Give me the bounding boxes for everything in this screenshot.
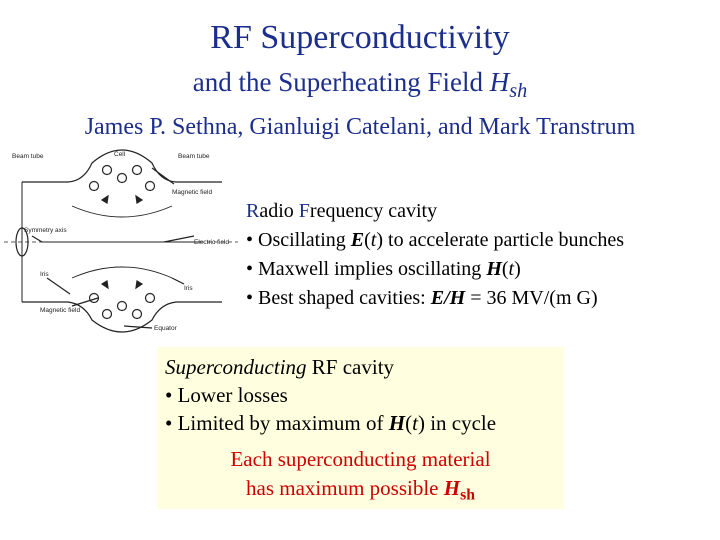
label-beam-tube-left: Beam tube <box>12 153 44 160</box>
label-iris-left: Iris <box>40 271 49 278</box>
subtitle-text: and the Superheating Field <box>192 67 490 97</box>
sc-note-line-1: Each superconducting material <box>230 447 491 471</box>
rf-heading-r-rest: adio <box>259 200 299 222</box>
label-beam-tube-right: Beam tube <box>178 153 210 160</box>
sc-bullet-1: • Lower losses <box>165 383 288 407</box>
label-magnetic-field-bottom: Magnetic field <box>40 307 80 314</box>
rf-heading-f: F <box>298 200 310 222</box>
sc-note-line-2: has maximum possible Hsh <box>246 476 475 504</box>
rf-bullet-1: • Oscillating E(t) to accelerate particl… <box>246 229 624 251</box>
label-iris-right: Iris <box>184 285 193 292</box>
rf-heading-f-rest: requency cavity <box>309 200 438 222</box>
label-electric-field: Electric field <box>194 239 229 246</box>
subtitle-symbol-subscript: sh <box>509 80 528 103</box>
rf-cavity-diagram: Beam tube Cell Beam tube Magnetic field … <box>4 149 238 333</box>
label-cell: Cell <box>114 151 126 158</box>
rf-heading-r: R <box>246 200 260 222</box>
sc-bullet-2: • Limited by maximum of H(t) in cycle <box>165 411 497 435</box>
subtitle-symbol: H <box>489 67 510 97</box>
slide-title: RF Superconductivity <box>210 19 510 56</box>
superconducting-box: Superconducting RF cavity • Lower losses… <box>157 347 564 509</box>
label-symmetry-axis: Symmetry axis <box>24 227 67 234</box>
label-magnetic-field-right: Magnetic field <box>172 189 212 196</box>
rf-bullet-3: • Best shaped cavities: E/H = 36 MV/(m G… <box>246 287 598 309</box>
rf-bullet-2: • Maxwell implies oscillating H(t) <box>246 258 521 280</box>
rf-cavity-block: Radio Frequency cavity • Oscillating E(t… <box>246 197 624 313</box>
slide-subtitle: and the Superheating Field Hsh <box>0 66 720 107</box>
rf-heading: Radio Frequency cavity <box>246 197 624 226</box>
sc-note: Each superconducting material has maximu… <box>157 445 564 510</box>
label-equator: Equator <box>154 325 178 332</box>
sc-heading: Superconducting RF cavity <box>165 355 395 379</box>
authors-line: James P. Sethna, Gianluigi Catelani, and… <box>84 114 636 140</box>
